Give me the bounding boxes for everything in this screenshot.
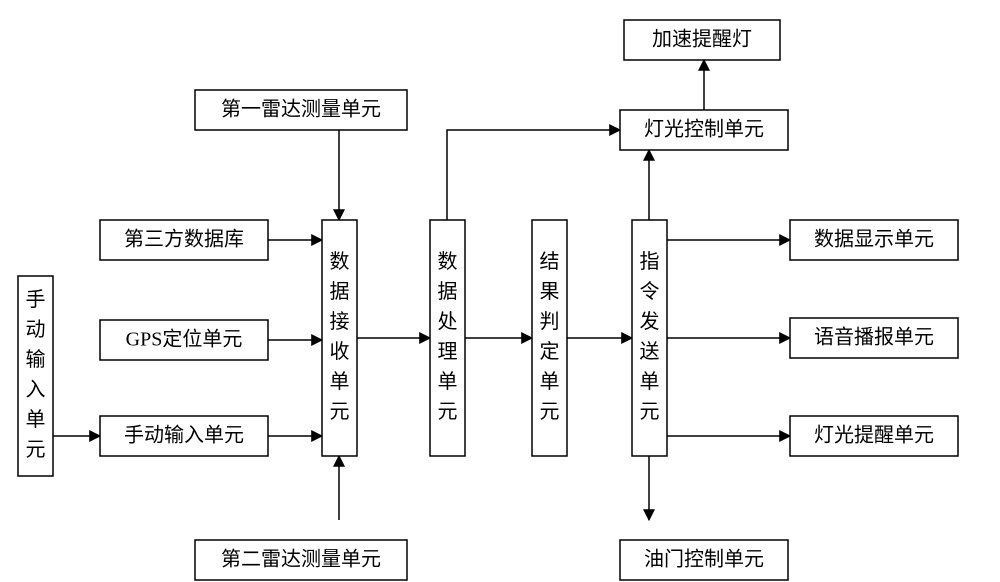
node-data_disp: 数据显示单元 xyxy=(790,220,958,260)
node-accel_light: 加速提醒灯 xyxy=(624,20,780,60)
node-light_remind-label: 灯光提醒单元 xyxy=(814,424,934,447)
node-radar1: 第一雷达测量单元 xyxy=(195,90,407,130)
node-data_proc: 数据处理单元 xyxy=(430,220,465,456)
node-gps: GPS定位单元 xyxy=(100,320,268,360)
node-manual_left: 手动输入单元 xyxy=(18,276,53,476)
node-result_judge: 结果判定单元 xyxy=(532,220,567,456)
node-voice: 语音播报单元 xyxy=(790,318,958,358)
edge-data_proc-light_ctrl xyxy=(447,130,620,220)
node-manual_mid: 手动输入单元 xyxy=(100,416,268,456)
node-throttle: 油门控制单元 xyxy=(620,540,788,580)
node-voice-label: 语音播报单元 xyxy=(814,326,934,349)
node-light_ctrl: 灯光控制单元 xyxy=(620,110,788,150)
node-data_disp-label: 数据显示单元 xyxy=(814,228,934,251)
node-data_recv: 数据接收单元 xyxy=(322,220,357,456)
nodes-layer: 手动输入单元第三方数据库GPS定位单元手动输入单元第一雷达测量单元第二雷达测量单… xyxy=(18,20,958,580)
node-cmd_send: 指令发送单元 xyxy=(632,220,667,456)
node-gps-label: GPS定位单元 xyxy=(126,328,243,351)
node-third_party-label: 第三方数据库 xyxy=(124,228,244,251)
node-throttle-label: 油门控制单元 xyxy=(644,548,764,571)
node-manual_mid-label: 手动输入单元 xyxy=(124,424,244,447)
flowchart-canvas: 手动输入单元第三方数据库GPS定位单元手动输入单元第一雷达测量单元第二雷达测量单… xyxy=(0,0,1000,582)
node-radar2: 第二雷达测量单元 xyxy=(195,540,407,580)
node-radar2-label: 第二雷达测量单元 xyxy=(221,548,381,571)
node-radar1-label: 第一雷达测量单元 xyxy=(221,98,381,121)
node-light_ctrl-label: 灯光控制单元 xyxy=(644,118,764,141)
node-accel_light-label: 加速提醒灯 xyxy=(652,28,752,51)
node-third_party: 第三方数据库 xyxy=(100,220,268,260)
node-light_remind: 灯光提醒单元 xyxy=(790,416,958,456)
